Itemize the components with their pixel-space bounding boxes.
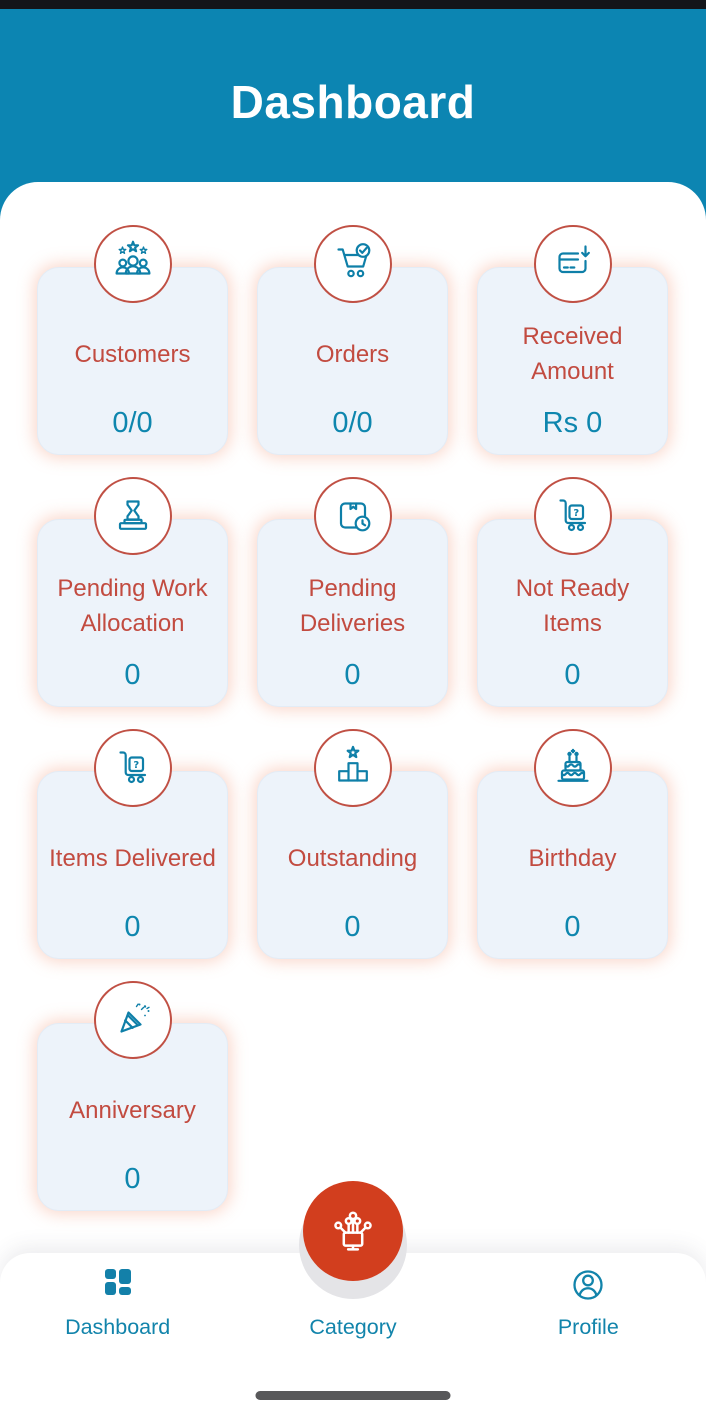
profile-icon [565, 1262, 611, 1308]
card-value: 0 [344, 659, 361, 691]
content-sheet: Customers 0/0 Orders 0/0 Received Amount… [0, 182, 706, 1416]
bottom-navigation: Dashboard Category Profile [0, 1181, 706, 1416]
cake-icon [549, 744, 597, 792]
nav-label-profile: Profile [557, 1315, 619, 1339]
card-value: 0/0 [332, 407, 373, 439]
card-value: 0/0 [112, 407, 153, 439]
nav-item-dashboard[interactable]: Dashboard [0, 1262, 235, 1416]
dashboard-card[interactable]: Customers 0/0 [37, 225, 228, 455]
pending-work-icon [109, 492, 157, 540]
category-network-icon [327, 1205, 379, 1257]
card-icon-badge [533, 225, 612, 303]
dashboard-card[interactable]: Items Delivered 0 [37, 729, 228, 959]
card-icon-badge [313, 225, 392, 303]
status-bar [0, 0, 706, 9]
card-label: Orders [315, 340, 390, 368]
orders-icon [329, 240, 377, 288]
trolley-question-icon [109, 744, 157, 792]
dashboard-card[interactable]: Not Ready Items 0 [477, 477, 668, 707]
dashboard-card[interactable]: Received Amount Rs 0 [477, 225, 668, 455]
card-label: Outstanding [287, 844, 418, 872]
card-value: 0 [124, 1163, 141, 1195]
dashboard-card[interactable]: Outstanding 0 [257, 729, 448, 959]
card-icon-badge [93, 225, 172, 303]
nav-item-category[interactable]: Category [235, 1262, 470, 1416]
card-label: Pending Work Allocation [57, 575, 208, 637]
card-label: Customers [74, 340, 191, 368]
card-label: Anniversary [69, 1096, 196, 1124]
card-icon-badge [313, 729, 392, 807]
dashboard-card[interactable]: Orders 0/0 [257, 225, 448, 455]
podium-star-icon [329, 744, 377, 792]
party-popper-icon [109, 996, 157, 1044]
card-icon-badge [93, 729, 172, 807]
customers-icon [109, 240, 157, 288]
received-amount-icon [549, 240, 597, 288]
page-title: Dashboard [230, 76, 476, 128]
dashboard-card-grid: Customers 0/0 Orders 0/0 Received Amount… [0, 182, 706, 1211]
card-icon-badge [533, 477, 612, 555]
card-value: 0 [124, 911, 141, 943]
dashboard-card[interactable]: Pending Deliveries 0 [257, 477, 448, 707]
card-icon-badge [93, 981, 172, 1059]
card-icon-badge [313, 477, 392, 555]
nav-label-category: Category [309, 1315, 397, 1339]
nav-item-profile[interactable]: Profile [471, 1262, 706, 1416]
card-icon-badge [93, 477, 172, 555]
card-label: Received Amount [522, 323, 623, 385]
card-value: 0 [564, 911, 581, 943]
card-label: Not Ready Items [515, 575, 630, 637]
card-label: Pending Deliveries [299, 575, 406, 637]
category-fab-button[interactable] [303, 1181, 403, 1281]
dashboard-card[interactable]: Anniversary 0 [37, 981, 228, 1211]
card-label: Birthday [528, 844, 617, 872]
card-value: 0 [124, 659, 141, 691]
dashboard-grid-icon [98, 1262, 138, 1308]
card-value: 0 [564, 659, 581, 691]
card-body: Pending Work Allocation 0 [37, 519, 228, 707]
card-value: 0 [344, 911, 361, 943]
trolley-question-icon [549, 492, 597, 540]
card-value: Rs 0 [542, 407, 603, 439]
nav-items: Dashboard Category Profile [0, 1253, 706, 1416]
pending-deliveries-icon [329, 492, 377, 540]
card-icon-badge [533, 729, 612, 807]
home-indicator[interactable] [255, 1391, 451, 1400]
dashboard-card[interactable]: Birthday 0 [477, 729, 668, 959]
card-body: Received Amount Rs 0 [477, 267, 668, 455]
nav-label-dashboard: Dashboard [65, 1315, 171, 1339]
card-label: Items Delivered [49, 844, 216, 872]
dashboard-card[interactable]: Pending Work Allocation 0 [37, 477, 228, 707]
